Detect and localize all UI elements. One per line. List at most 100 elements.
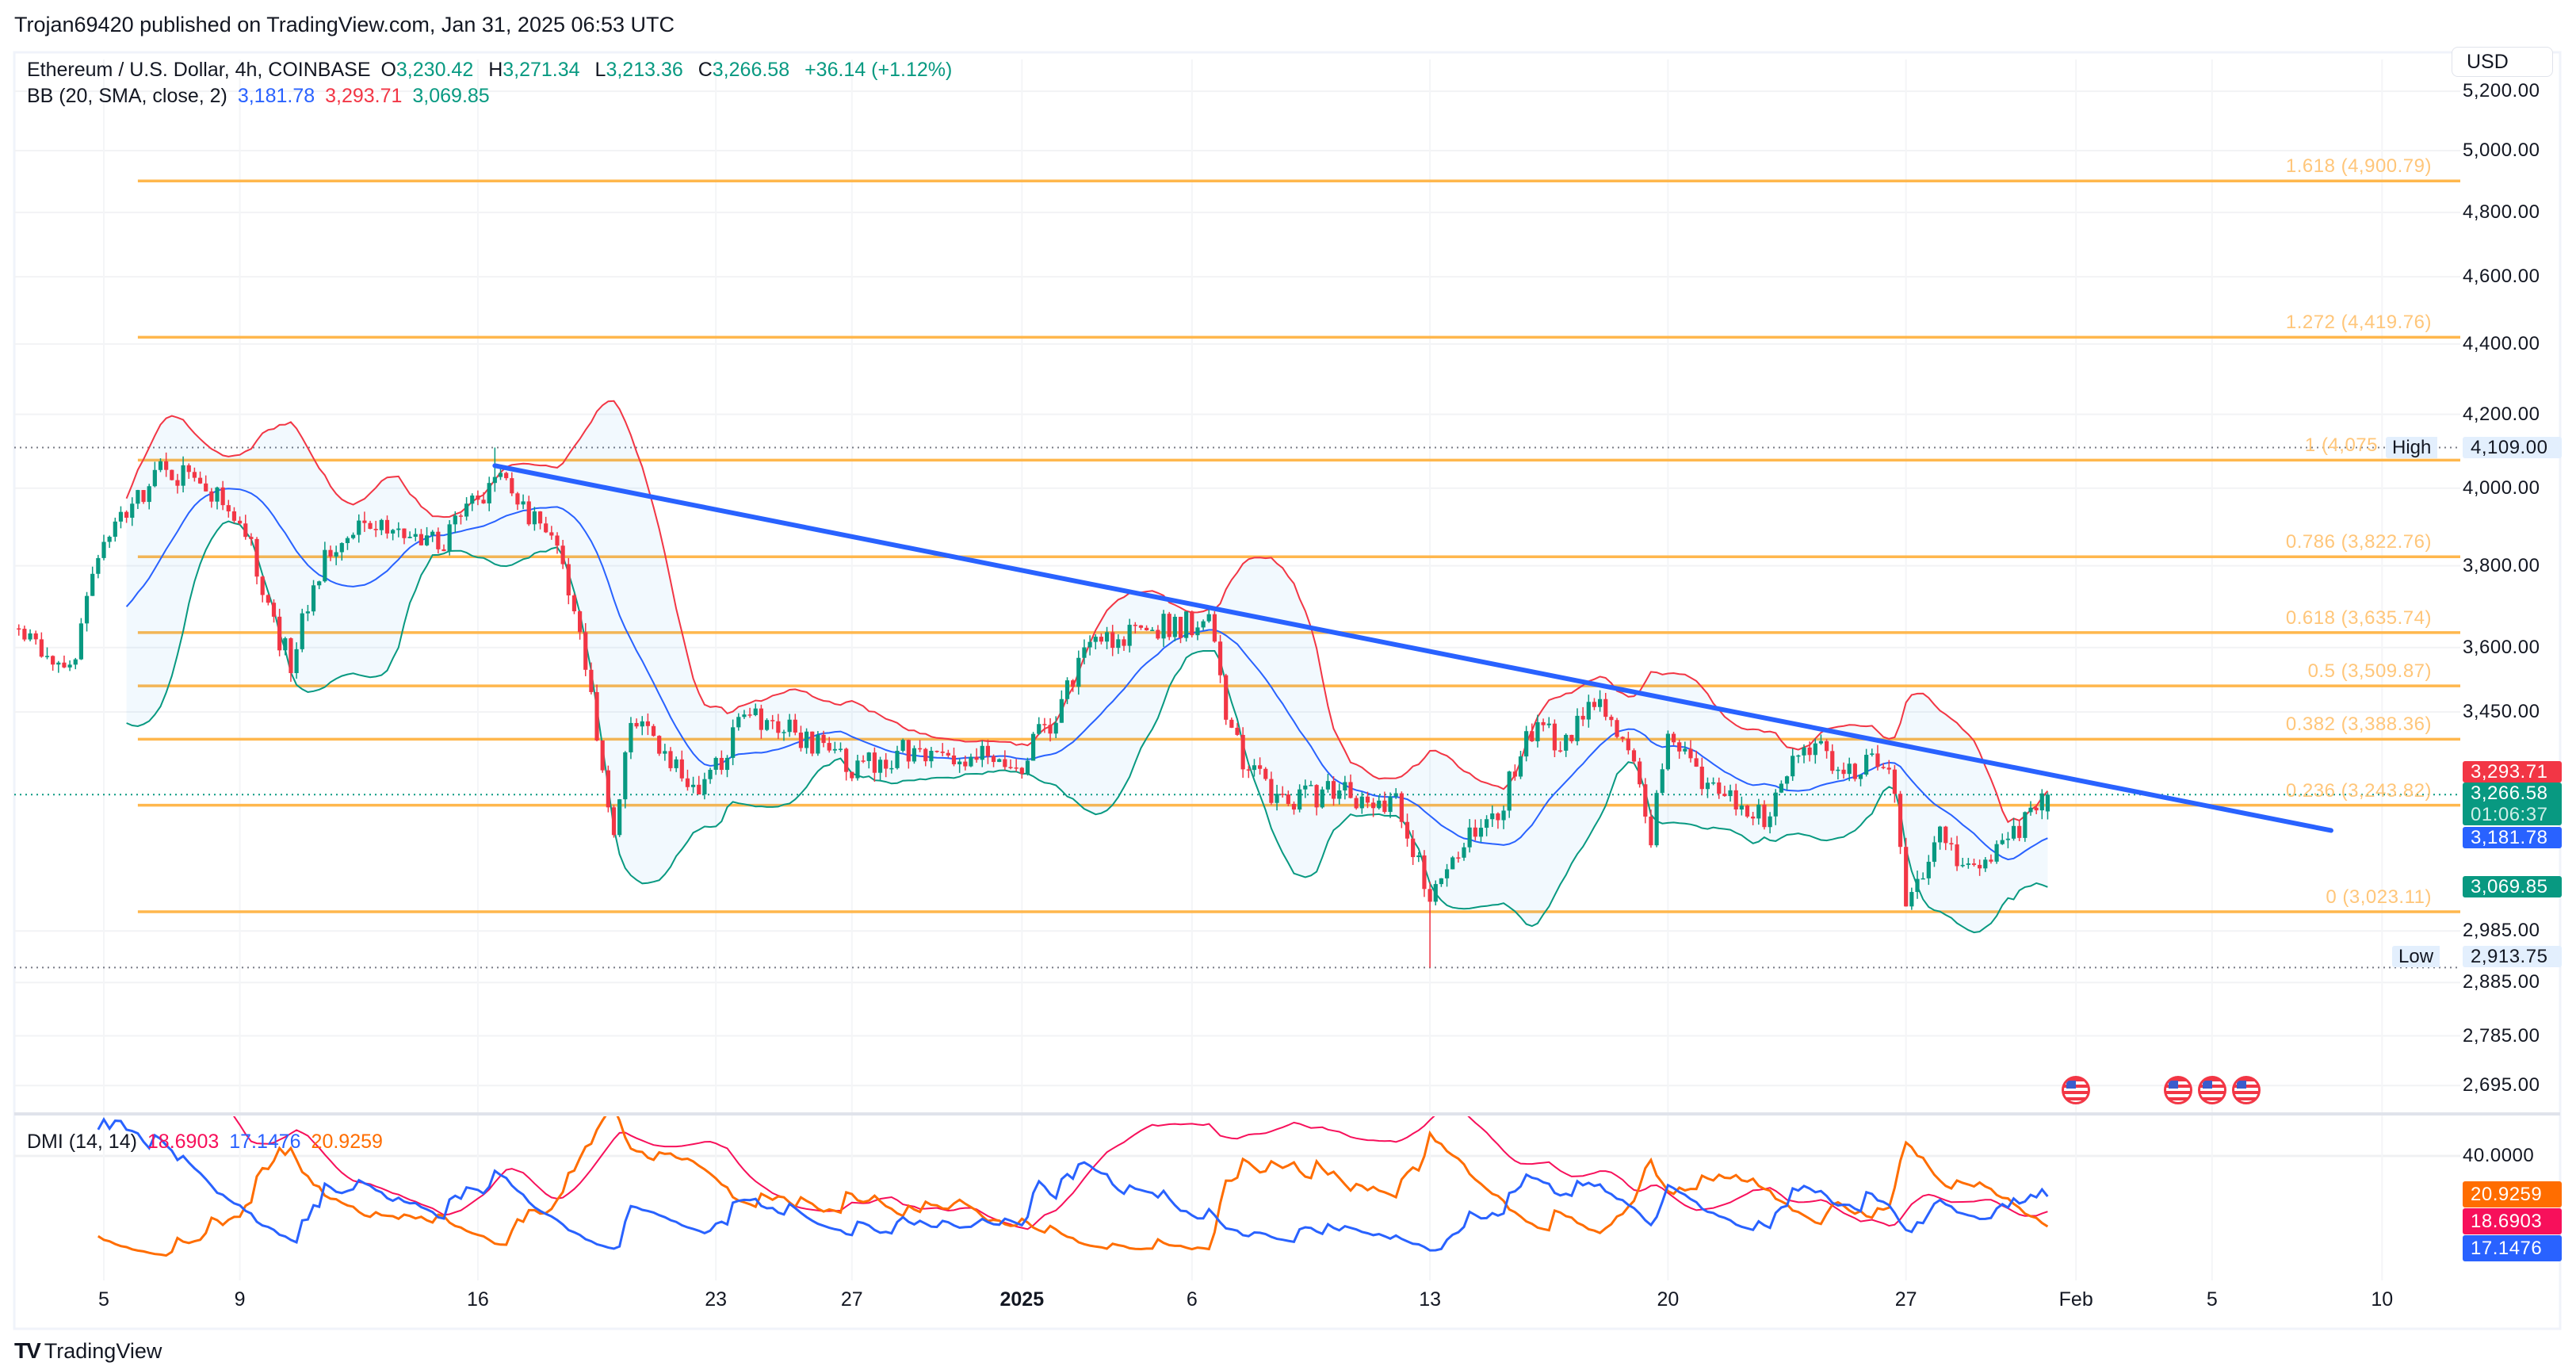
bb-indicator-name[interactable]: BB (20, SMA, close, 2) bbox=[27, 85, 227, 107]
candle-body bbox=[33, 633, 38, 640]
candle-body bbox=[1428, 889, 1432, 902]
us-flag-icon[interactable] bbox=[2231, 1076, 2261, 1104]
us-flag-icon[interactable] bbox=[2197, 1076, 2226, 1104]
candle bbox=[1104, 626, 1110, 649]
candle-body bbox=[424, 535, 430, 545]
candle-body bbox=[271, 603, 277, 617]
candle-body bbox=[1983, 859, 1988, 869]
price-axis-tick: 3,600.00 bbox=[2463, 636, 2540, 658]
candle bbox=[368, 520, 373, 530]
candle-body bbox=[1699, 766, 1704, 790]
candle-body bbox=[1694, 758, 1699, 767]
dmi-pane[interactable] bbox=[97, 1061, 2049, 1257]
candle-body bbox=[560, 545, 565, 564]
symbol-title[interactable]: Ethereum / U.S. Dollar, 4h, COINBASE bbox=[27, 59, 371, 81]
candle-body bbox=[1825, 740, 1829, 752]
candle bbox=[328, 545, 333, 561]
candle bbox=[1546, 717, 1551, 729]
price-pane[interactable] bbox=[14, 179, 2460, 969]
us-flag-icon[interactable] bbox=[2062, 1076, 2091, 1104]
candle bbox=[1076, 650, 1081, 695]
candle-body bbox=[724, 757, 730, 771]
footer-brand[interactable]: TV TradingView bbox=[14, 1338, 162, 1364]
candle-body bbox=[1133, 625, 1137, 626]
candle bbox=[260, 576, 265, 603]
candle bbox=[980, 740, 984, 767]
candle bbox=[697, 775, 701, 795]
price-axis-tick: 2,695.00 bbox=[2463, 1074, 2540, 1096]
candle bbox=[56, 660, 61, 673]
candle bbox=[1756, 798, 1761, 825]
candle bbox=[204, 475, 208, 492]
candle bbox=[1955, 836, 1959, 871]
candle-body bbox=[957, 761, 962, 765]
candle bbox=[141, 489, 146, 504]
candle-body bbox=[606, 770, 610, 808]
price-axis-tick: 5,000.00 bbox=[2463, 140, 2540, 161]
candle bbox=[1059, 690, 1064, 723]
symbol-legend: Ethereum / U.S. Dollar, 4h, COINBASE O3,… bbox=[27, 59, 957, 82]
candle-body bbox=[1212, 614, 1217, 642]
candle-body bbox=[1110, 632, 1115, 649]
candle bbox=[1631, 748, 1637, 764]
us-flag-icon[interactable] bbox=[2163, 1076, 2192, 1104]
candle-body bbox=[379, 519, 384, 530]
dmi-indicator-name[interactable]: DMI (14, 14) bbox=[27, 1131, 137, 1153]
candle-body bbox=[1762, 804, 1767, 828]
candle-body bbox=[1145, 627, 1149, 630]
candle-body bbox=[1348, 782, 1353, 798]
candle bbox=[532, 507, 537, 531]
candle-body bbox=[51, 656, 55, 665]
candle-body bbox=[492, 476, 497, 484]
candle bbox=[1325, 773, 1330, 793]
candle bbox=[1138, 625, 1144, 630]
candle bbox=[1382, 791, 1387, 814]
candle bbox=[1093, 634, 1098, 650]
candle bbox=[1926, 855, 1931, 886]
candle-body bbox=[78, 623, 83, 660]
candle bbox=[39, 632, 44, 658]
candle bbox=[1802, 744, 1806, 763]
candle-body bbox=[436, 531, 441, 549]
candle bbox=[816, 731, 820, 756]
candle-body bbox=[209, 491, 214, 502]
candle-body bbox=[67, 664, 72, 668]
candle-body bbox=[311, 585, 316, 612]
plus-di-axis-label: 17.1476 bbox=[2463, 1235, 2562, 1261]
candle-body bbox=[555, 535, 560, 546]
candle-body bbox=[1104, 632, 1110, 642]
candle bbox=[906, 739, 911, 769]
fib-level-label: 0 (3,023.11) bbox=[2326, 886, 2432, 908]
candle-body bbox=[1665, 733, 1670, 770]
candle-body bbox=[679, 759, 684, 779]
candle bbox=[946, 749, 950, 758]
candle-body bbox=[1921, 878, 1925, 880]
candle-body bbox=[357, 520, 361, 535]
candle bbox=[33, 630, 38, 645]
candle-body bbox=[991, 756, 996, 763]
candle-body bbox=[305, 611, 310, 614]
candle bbox=[1280, 786, 1285, 798]
candle-body bbox=[1773, 792, 1778, 817]
candle bbox=[1359, 792, 1364, 814]
candle-body bbox=[1388, 796, 1393, 813]
candle-body bbox=[940, 751, 945, 753]
candle bbox=[384, 515, 390, 539]
candle-body bbox=[521, 501, 526, 505]
fib-level-label: 0.618 (3,635.74) bbox=[2285, 607, 2432, 629]
currency-button[interactable]: USD bbox=[2452, 47, 2553, 77]
candle bbox=[521, 494, 526, 510]
candle bbox=[798, 725, 804, 752]
candle bbox=[1830, 744, 1835, 775]
time-axis-tick: Feb bbox=[2058, 1288, 2093, 1311]
candle-body bbox=[1631, 750, 1637, 762]
candle-body bbox=[1904, 847, 1909, 907]
candle-body bbox=[1938, 826, 1943, 843]
candle bbox=[147, 484, 151, 510]
candle-body bbox=[204, 483, 208, 492]
candle-body bbox=[770, 720, 775, 721]
candle-body bbox=[1779, 783, 1783, 793]
candle-body bbox=[1909, 892, 1914, 907]
candle bbox=[2011, 817, 2016, 841]
